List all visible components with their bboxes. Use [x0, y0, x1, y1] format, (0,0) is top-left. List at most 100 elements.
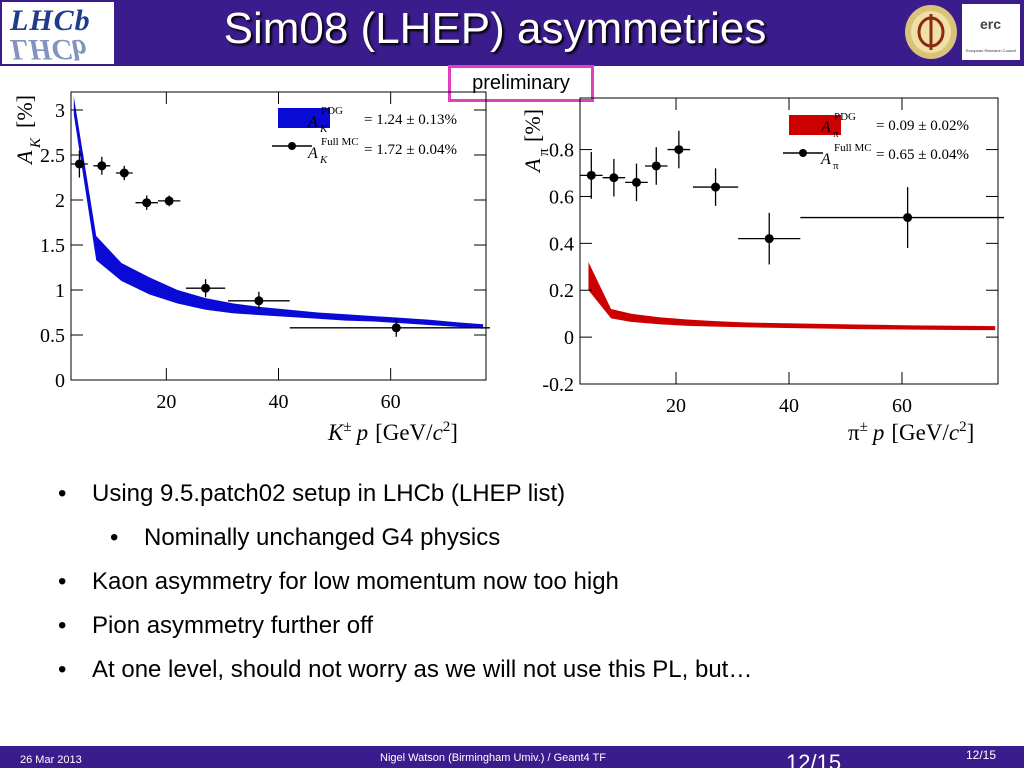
- bullet-text: At one level, should not worry as we wil…: [92, 656, 753, 683]
- x-axis-label-charge: ±: [860, 419, 868, 435]
- plot-frame: [70, 91, 487, 381]
- data-point: [644, 147, 668, 185]
- legend-pdg-value: = 1.24 ± 0.13%: [364, 112, 457, 128]
- bullet-glyph: •: [110, 524, 119, 551]
- bullet-glyph: •: [58, 480, 67, 507]
- y-tick-label: 0.6: [549, 186, 574, 208]
- y-axis-label-A: A: [520, 158, 545, 174]
- x-axis-label-var: p: [355, 420, 369, 445]
- x-axis-label-particle: π: [848, 420, 860, 445]
- title-bar: LHCb LHCb Sim08 (LHEP) asymmetries erc E…: [0, 0, 1024, 66]
- data-point: [667, 130, 691, 169]
- point-marker: [609, 173, 619, 183]
- legend-mc-value: = 0.65 ± 0.04%: [876, 147, 969, 163]
- x-tick-label: 60: [381, 391, 401, 413]
- data-point: [692, 168, 739, 206]
- point-marker: [201, 283, 211, 293]
- legend-pdg-A: A: [307, 114, 318, 131]
- point-marker: [142, 198, 152, 208]
- plot-frame: [579, 97, 999, 385]
- pdg-band: [73, 96, 484, 329]
- x-tick-label: 40: [779, 395, 799, 417]
- legend-pdg-symbol: A: [307, 114, 318, 131]
- y-tick-label: 0.8: [549, 140, 574, 162]
- point-marker: [903, 213, 913, 223]
- kaon-asymmetry-chart: 0 0.5 1 1.5 2 2.5 3 20 40 60 A PDG K = 1.24 ± 0.1…: [12, 91, 490, 445]
- data-point: [289, 318, 490, 337]
- bullet-text: Kaon asymmetry for low momentum now too …: [92, 568, 619, 595]
- point-marker: [164, 196, 174, 206]
- data-point: [602, 158, 626, 197]
- point-marker: [764, 234, 774, 244]
- legend-mc-symbol: A: [307, 145, 318, 162]
- data-point: [580, 151, 603, 199]
- legend-pdg-sup: PDG: [834, 111, 856, 123]
- y-tick-label: 1.5: [40, 235, 65, 257]
- legend-mc-A: A: [307, 145, 318, 162]
- x-axis-label-c: c: [949, 420, 959, 445]
- footer-bar: 26 Mar 2013 Nigel Watson (Birmingham Umi…: [0, 746, 1024, 775]
- data-point: [93, 156, 111, 175]
- bullet-item: • Kaon asymmetry for low momentum now too…: [58, 566, 958, 610]
- point-marker: [711, 182, 721, 192]
- x-axis-label: K± p [GeV/c2]: [327, 419, 458, 445]
- erc-logo-text: erc: [980, 16, 1002, 32]
- data-point: [135, 195, 158, 210]
- data-point: [625, 163, 648, 202]
- x-axis-label-pow: 2: [443, 419, 451, 435]
- pdg-band: [588, 262, 996, 331]
- footer-author: Nigel Watson (Birmingham Umiv.) / Geant4…: [380, 752, 606, 764]
- data-point: [115, 165, 133, 181]
- legend-pdg-value: = 0.09 ± 0.02%: [876, 118, 969, 134]
- legend-mc-sub: π: [833, 160, 839, 172]
- legend-mc-A: A: [820, 151, 831, 168]
- point-marker: [674, 145, 684, 155]
- lhcb-logo: LHCb LHCb: [2, 2, 114, 66]
- point-marker: [391, 323, 401, 333]
- x-axis-label-close: ]: [450, 420, 458, 445]
- y-axis-label-unit: [%]: [520, 109, 545, 142]
- y-axis-label-sub: K: [28, 137, 44, 149]
- bullet-text: Pion asymmetry further off: [92, 612, 373, 639]
- erc-logo: erc European Research Council: [962, 4, 1020, 60]
- x-tick-label: 20: [156, 391, 176, 413]
- x-axis-label-unit: [GeV/: [375, 420, 433, 445]
- data-point: [800, 187, 1004, 249]
- point-marker: [586, 170, 596, 180]
- legend-pdg-sup: PDG: [321, 105, 343, 117]
- legend-pdg-A: A: [820, 119, 831, 136]
- pion-asymmetry-chart: -0.2 0 0.2 0.4 0.6 0.8 20 40 60 A PDG π = 0.09 ±…: [520, 97, 1004, 445]
- y-tick-label: -0.2: [542, 374, 574, 396]
- legend-mc-marker: [799, 149, 807, 157]
- y-axis-label-unit: [%]: [12, 95, 37, 128]
- legend: A PDG K = 1.24 ± 0.13% A Full MC K = 1.7…: [272, 105, 457, 166]
- x-axis-label-var: p: [871, 420, 885, 445]
- x-axis-label: π± p [GeV/c2]: [848, 419, 974, 445]
- y-tick-label: 3: [55, 100, 65, 122]
- bullet-item: • Using 9.5.patch02 setup in LHCb (LHEP l…: [58, 478, 958, 522]
- legend-mc-sub: K: [319, 154, 328, 166]
- point-marker: [119, 168, 129, 178]
- bullet-list: • Using 9.5.patch02 setup in LHCb (LHEP l…: [58, 478, 958, 698]
- footer-page-number: 12/15: [966, 748, 997, 762]
- legend-mc-sup: Full MC: [834, 142, 872, 154]
- y-tick-label: 0: [55, 370, 65, 392]
- bullet-item: • At one level, should not worry as we wi…: [58, 654, 958, 698]
- data-point: [157, 195, 181, 207]
- y-tick-label: 0: [564, 327, 574, 349]
- x-axis-label-particle: K: [327, 420, 345, 445]
- legend-pdg-symbol: A: [820, 119, 831, 136]
- legend-pdg-sub: π: [833, 128, 839, 140]
- x-axis-label-c: c: [433, 420, 443, 445]
- point-marker: [97, 161, 107, 171]
- x-tick-label: 60: [892, 395, 912, 417]
- x-axis-label-pow: 2: [959, 419, 967, 435]
- legend-pdg-swatch: [278, 108, 330, 128]
- bullet-glyph: •: [58, 656, 67, 683]
- footer-date: 26 Mar 2013: [20, 754, 82, 766]
- legend-mc-marker: [288, 142, 296, 150]
- y-tick-label: 0.2: [549, 280, 574, 302]
- legend-pdg-swatch: [789, 115, 841, 135]
- sub-bullet-item: • Nominally unchanged G4 physics: [58, 522, 958, 566]
- bullet-item: • Pion asymmetry further off: [58, 610, 958, 654]
